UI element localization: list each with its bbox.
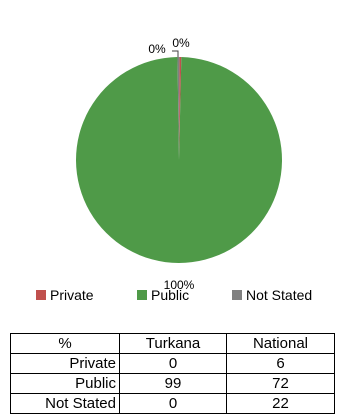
table-row: Private 0 6 [10,353,335,374]
table-row: Public 99 72 [10,373,335,394]
table-header-national: National [226,333,335,354]
legend-item-public: Public [137,287,189,303]
cell-turkana: 0 [119,393,227,414]
legend-label-private: Private [50,287,94,303]
table-header-turkana: Turkana [119,333,227,354]
table-header-row: % Turkana National [10,333,335,354]
pie-slices [76,57,283,264]
data-label-not-stated: 0% [172,36,190,50]
pie-chart: 0% 0% 100% [76,36,283,290]
pie-data-labels: 0% 0% 100% [148,36,194,290]
legend-item-private: Private [36,287,94,303]
legend-swatch-not-stated [232,290,242,300]
table-row: Not Stated 0 22 [10,393,335,414]
row-label: Private [10,353,120,374]
data-table: % Turkana National Private 0 6 Public 99… [10,333,335,414]
cell-turkana: 99 [119,373,227,394]
table-header-percent: % [10,333,120,354]
data-label-public: 100% [164,278,195,290]
cell-national: 72 [226,373,335,394]
row-label: Not Stated [10,393,120,414]
cell-turkana: 0 [119,353,227,374]
legend-label-public: Public [151,287,190,303]
legend-swatch-public [137,290,147,300]
legend-swatch-private [36,290,46,300]
legend-label-not-stated: Not Stated [246,287,313,303]
leader-line-not-stated [172,50,179,57]
cell-national: 22 [226,393,335,414]
cell-national: 6 [226,353,335,374]
row-label: Public [10,373,120,394]
pie-slice-not-stated [177,57,180,160]
chart-legend: Private Public Not Stated [0,287,342,307]
data-label-private: 0% [148,42,166,56]
pie-slice-private [179,57,182,160]
legend-item-not-stated: Not Stated [232,287,312,303]
pie-slice-public [76,57,283,264]
